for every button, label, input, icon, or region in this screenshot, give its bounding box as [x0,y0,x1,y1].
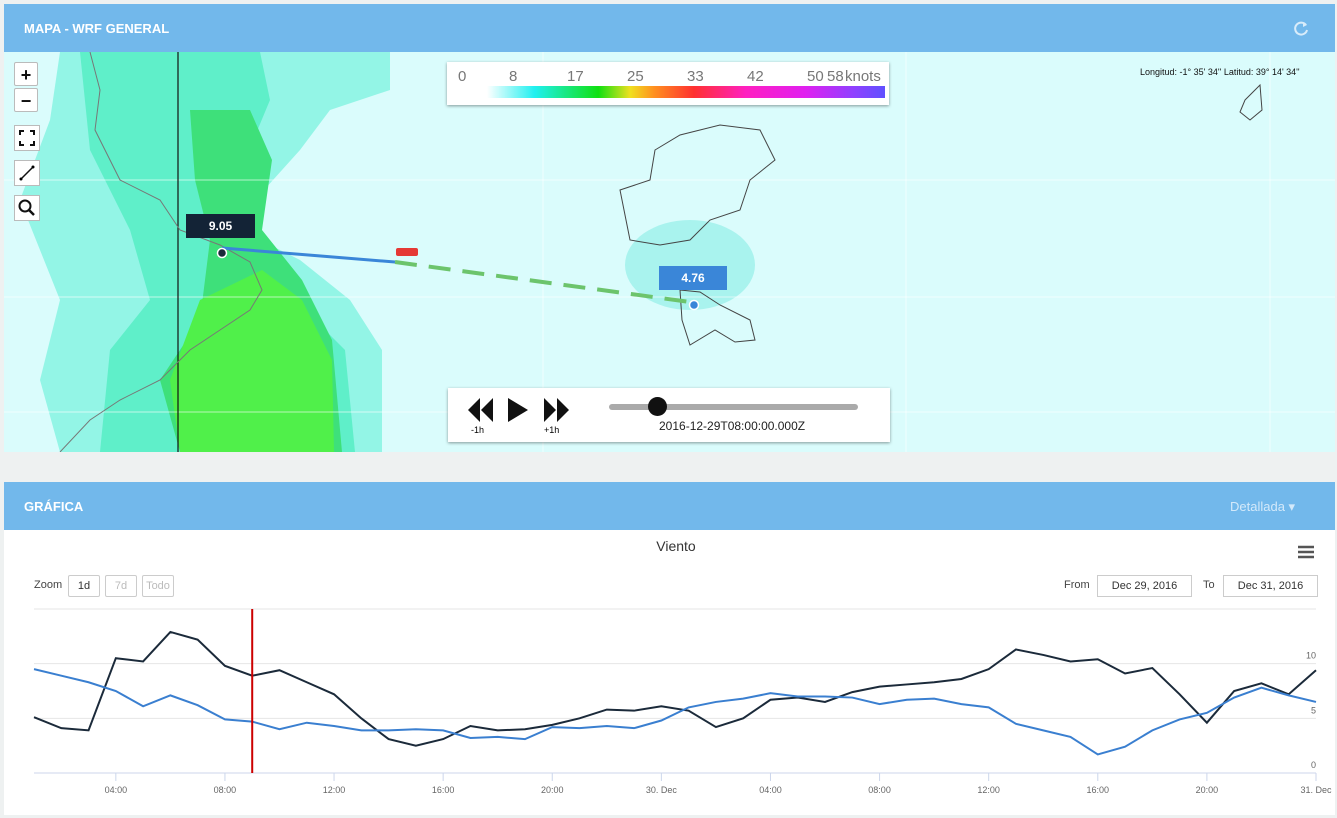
search-button[interactable] [14,195,40,221]
y-tick-label: 0 [1311,760,1316,770]
chart-panel-title: GRÁFICA [24,499,84,514]
series-line [33,668,1317,756]
from-input[interactable]: Dec 29, 2016 [1097,575,1192,597]
zoom-7d[interactable]: 7d [105,575,137,597]
x-tick-label: 16:00 [432,785,455,795]
x-tick-label: 30. Dec [646,785,678,795]
start-label: 9.05 [186,214,255,238]
zoom-out-button[interactable]: − [14,88,38,112]
colorbar-gradient [487,86,885,98]
to-label: To [1203,579,1215,591]
measure-button[interactable] [14,160,40,186]
player: -1h +1h 2016-12-29T08:00:00.000Z [448,388,890,442]
colorbar: 0 8 17 25 33 42 50 58 knots [447,62,889,105]
chart-title: Viento [656,538,696,554]
to-input[interactable]: Dec 31, 2016 [1223,575,1318,597]
zoom-label: Zoom [34,579,63,591]
y-tick-label: 10 [1306,651,1316,661]
colorbar-label: 17 [567,68,584,85]
colorbar-unit: knots [845,68,881,85]
colorbar-label: 50 [807,68,824,85]
zoom-1d[interactable]: 1d [68,575,100,597]
x-tick-label: 04:00 [759,785,782,795]
back-label: -1h [471,425,485,435]
from-label: From [1064,579,1090,591]
slider-handle[interactable] [648,397,667,416]
slider-track[interactable] [609,404,858,410]
x-tick-label: 08:00 [868,785,891,795]
series-line [33,630,1317,747]
forward-label: +1h [544,425,560,435]
x-tick-label: 16:00 [1087,785,1110,795]
x-tick-label: 08:00 [214,785,237,795]
player-buttons[interactable] [466,396,578,424]
fullscreen-button[interactable] [14,125,40,151]
zoom-all[interactable]: Todo [142,575,174,597]
colorbar-label: 8 [509,68,518,85]
y-tick-label: 5 [1311,705,1316,715]
map[interactable] [4,52,1335,452]
zoom-in-button[interactable]: + [14,62,38,86]
x-tick-label: 31. Dec [1300,785,1332,795]
x-tick-label: 12:00 [977,785,1000,795]
x-tick-label: 12:00 [323,785,346,795]
colorbar-label: 58 [827,68,844,85]
colorbar-label: 42 [747,68,764,85]
refresh-icon[interactable] [1292,19,1310,37]
x-tick-label: 20:00 [1196,785,1219,795]
x-tick-label: 04:00 [105,785,128,795]
chart-header: GRÁFICA Detallada ▾ [4,482,1335,530]
chart-menu[interactable] [1297,545,1315,559]
colorbar-label: 0 [458,68,467,85]
map-header: MAPA - WRF GENERAL [4,4,1335,52]
x-tick-label: 20:00 [541,785,564,795]
coordinates: Longitud: -1° 35' 34'' Latitud: 39° 14' … [1140,67,1300,77]
chart: Viento 0 5 10 04:00 08:00 12:00 16:00 20:00 30. … [33,538,1332,795]
view-select[interactable]: Detallada ▾ [1230,499,1296,514]
end-label: 4.76 [659,266,727,290]
player-time: 2016-12-29T08:00:00.000Z [659,419,806,433]
colorbar-label: 25 [627,68,644,85]
view-label: Detallada [1230,499,1285,514]
map-title: MAPA - WRF GENERAL [24,21,170,36]
colorbar-label: 33 [687,68,704,85]
